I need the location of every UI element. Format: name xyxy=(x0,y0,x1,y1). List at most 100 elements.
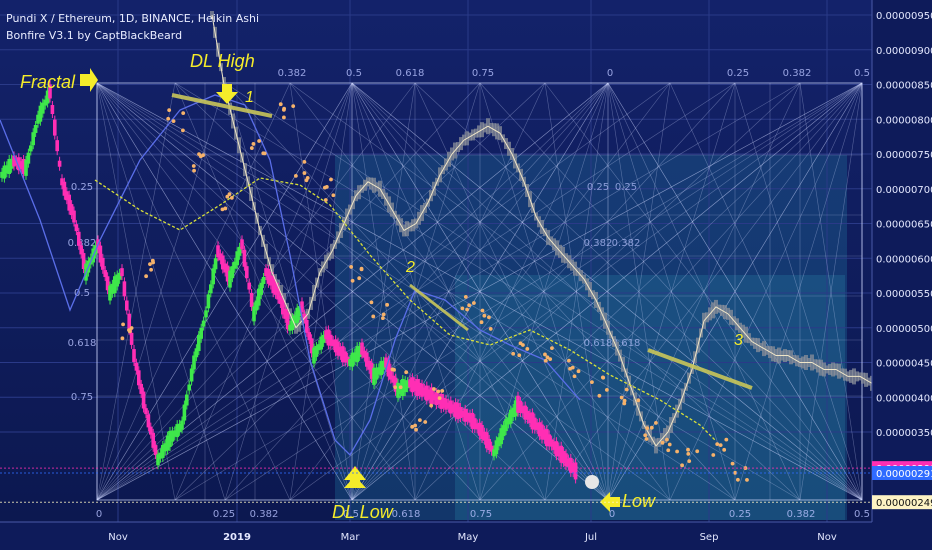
orange-dot xyxy=(722,447,727,452)
candle xyxy=(463,408,467,422)
orange-dot xyxy=(413,423,418,428)
fib-fan-line xyxy=(289,82,609,501)
candle xyxy=(545,429,549,447)
orange-dot xyxy=(525,347,530,351)
candle xyxy=(559,445,563,463)
candle xyxy=(240,239,244,250)
fib-fan-line xyxy=(174,82,609,501)
fib-bottom-label: 0.75 xyxy=(470,509,492,520)
candle xyxy=(218,253,223,261)
candle xyxy=(170,430,175,442)
candle xyxy=(12,155,16,167)
candle xyxy=(77,231,81,246)
candle xyxy=(552,441,556,450)
candle xyxy=(439,393,443,409)
fib-mid-label: 0.25 xyxy=(615,182,637,193)
orange-dot xyxy=(465,307,469,312)
orange-dot xyxy=(463,295,468,299)
annotations: Fractal DL High 1 2 3 DL Low Low xyxy=(20,51,753,522)
fib-left-label: 0.5 xyxy=(74,288,90,299)
orange-dot xyxy=(191,164,196,168)
orange-dot xyxy=(572,374,577,379)
candle xyxy=(98,245,103,263)
candle xyxy=(408,379,412,388)
orange-dot xyxy=(417,418,422,423)
orange-dot xyxy=(730,461,735,466)
candle xyxy=(367,360,371,370)
candle xyxy=(285,312,290,330)
candle xyxy=(21,159,26,175)
fib-fan-line xyxy=(224,82,863,501)
candle xyxy=(372,367,376,385)
candle xyxy=(377,367,381,375)
fib-fan-line xyxy=(174,82,863,501)
candle xyxy=(343,351,347,363)
candle xyxy=(425,385,429,401)
main-candles xyxy=(0,80,578,484)
fractal-arrow xyxy=(80,68,98,92)
fib-bottom-label: 0 xyxy=(96,509,102,520)
orange-dot xyxy=(480,308,485,313)
candle xyxy=(74,224,79,232)
annotation-dl-low: DL Low xyxy=(332,502,394,522)
candle xyxy=(228,270,232,288)
candle xyxy=(115,274,119,287)
fib-fan-line xyxy=(289,82,353,501)
orange-dot xyxy=(511,351,516,356)
fib-fan-line xyxy=(96,82,801,501)
fib-fan-line xyxy=(544,82,609,501)
fib-fan-line xyxy=(544,82,863,501)
orange-dot xyxy=(350,278,355,283)
orange-dot xyxy=(686,447,690,452)
orange-dot xyxy=(666,448,671,453)
candle xyxy=(153,445,158,456)
orange-dot xyxy=(622,401,627,406)
fib-left-label: 0.618 xyxy=(68,338,97,349)
fib-fan-line xyxy=(351,82,609,501)
candle xyxy=(257,288,261,306)
orange-dot xyxy=(398,385,403,390)
candle xyxy=(180,420,184,430)
time-tick-label: May xyxy=(458,532,479,543)
orange-dots xyxy=(120,102,749,482)
fib-top-label: 0.382 xyxy=(278,68,307,79)
candle xyxy=(389,367,393,380)
fib-bottom-label: 0 xyxy=(609,509,615,520)
orange-dot xyxy=(548,357,553,362)
candle xyxy=(302,313,307,320)
orange-dot xyxy=(604,387,609,392)
candle xyxy=(461,410,465,417)
candle xyxy=(278,295,283,304)
time-axis xyxy=(0,522,932,550)
fib-fan-line xyxy=(96,82,546,501)
candle xyxy=(319,336,323,350)
candle xyxy=(288,324,292,331)
candle xyxy=(117,272,122,280)
fib-fan-line xyxy=(734,82,863,501)
orange-dot xyxy=(733,470,738,475)
candle xyxy=(168,430,172,447)
chart-title: Pundi X / Ethereum, 1D, BINANCE, Heikin … xyxy=(6,12,260,25)
candle xyxy=(499,428,503,445)
candle xyxy=(216,245,220,258)
orange-dot xyxy=(644,437,649,441)
fib-fan-line xyxy=(351,82,609,501)
orange-dot xyxy=(166,116,171,121)
candle xyxy=(434,392,439,406)
orange-dot xyxy=(120,336,125,341)
candle xyxy=(569,457,573,473)
orange-dot xyxy=(601,375,606,380)
orange-dot xyxy=(619,395,624,400)
candle xyxy=(189,368,194,382)
orange-dot xyxy=(229,195,234,200)
fib-bottom-label: 0.5 xyxy=(343,509,359,520)
candle xyxy=(403,380,407,393)
candle xyxy=(489,445,494,452)
candle xyxy=(309,338,314,354)
candle xyxy=(237,246,242,256)
fib-top-label: 0.5 xyxy=(346,68,362,79)
candle xyxy=(122,281,127,297)
candle xyxy=(487,439,491,451)
